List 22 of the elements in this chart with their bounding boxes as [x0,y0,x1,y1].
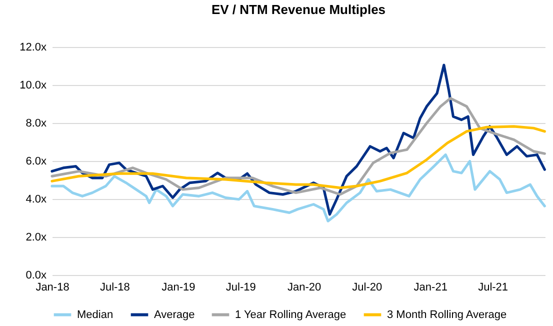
x-tick-label: Jul-19 [226,282,256,294]
y-tick-label: 6.0x [26,156,47,168]
y-tick-label: 2.0x [26,232,47,244]
y-tick-label: 12.0x [20,42,47,54]
y-tick-label: 8.0x [26,118,47,130]
x-tick-label: Jul-20 [352,282,382,294]
x-tick-label: Jul-21 [478,282,508,294]
legend-label: 1 Year Rolling Average [235,308,346,321]
x-tick-label: Jul-18 [100,282,130,294]
line-series [50,153,546,222]
x-tick-label: Jan-21 [414,282,448,294]
y-tick-label: 0.0x [26,270,47,282]
y-tick-label: 10.0x [20,80,47,92]
x-tick-label: Jan-19 [162,282,196,294]
legend-label: Average [154,308,195,321]
x-tick-label: Jan-20 [288,282,322,294]
line-series [50,125,546,190]
legend-label: 3 Month Rolling Average [387,308,507,321]
chart-title: EV / NTM Revenue Multiples [211,2,386,17]
legend-label: Median [77,308,114,321]
y-tick-label: 4.0x [26,194,47,206]
x-tick-label: Jan-18 [36,282,70,294]
